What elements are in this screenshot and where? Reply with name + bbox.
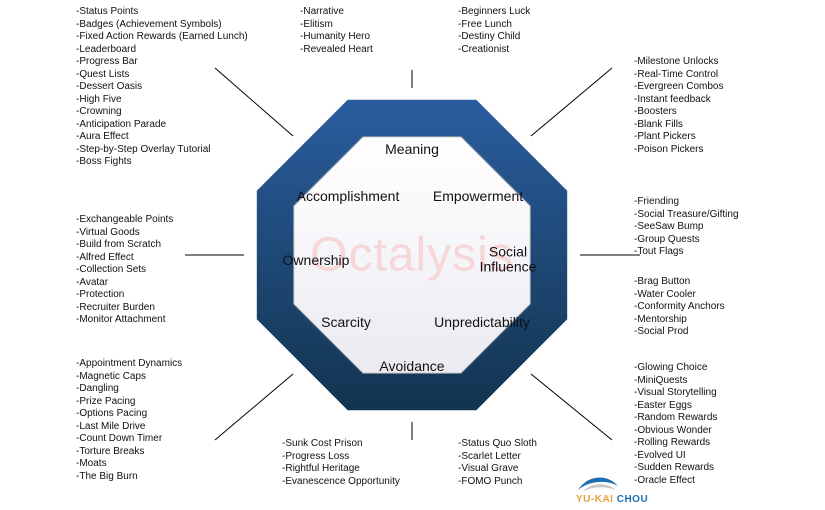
technique-item: Recruiter Burden — [76, 302, 173, 315]
technique-item: Water Cooler — [634, 289, 725, 302]
technique-item: Boss Fights — [76, 156, 248, 169]
technique-item: Dangling — [76, 383, 182, 396]
octalysis-diagram: Octalysis MeaningAccomplishmentEmpowerme… — [0, 0, 825, 510]
technique-item: Count Down Timer — [76, 433, 182, 446]
technique-item: Torture Breaks — [76, 446, 182, 459]
spoke-line — [215, 374, 293, 440]
technique-item: Leaderboard — [76, 44, 248, 57]
technique-item: Friending — [634, 196, 739, 209]
technique-list-avoidance_right: Status Quo SlothScarlet LetterVisual Gra… — [458, 438, 537, 488]
technique-list-empowerment_right: Milestone UnlocksReal-Time ControlEvergr… — [634, 56, 724, 156]
technique-item: Exchangeable Points — [76, 214, 173, 227]
technique-item: SeeSaw Bump — [634, 221, 739, 234]
logo-text: YU-KAI CHOU — [576, 494, 648, 505]
drive-label-unpredictability: Unpredictability — [434, 314, 530, 330]
technique-item: Status Points — [76, 6, 248, 19]
technique-item: High Five — [76, 94, 248, 107]
technique-list-social_b: Brag ButtonWater CoolerConformity Anchor… — [634, 276, 725, 339]
technique-list-unpredictability: Glowing ChoiceMiniQuestsVisual Storytell… — [634, 362, 717, 487]
technique-item: Visual Storytelling — [634, 387, 717, 400]
technique-item: Plant Pickers — [634, 131, 724, 144]
technique-item: Alfred Effect — [76, 252, 173, 265]
technique-item: Badges (Achievement Symbols) — [76, 19, 248, 32]
technique-list-meaning: NarrativeElitismHumanity HeroRevealed He… — [300, 6, 373, 56]
technique-item: Tout Flags — [634, 246, 739, 259]
drive-label-scarcity: Scarcity — [321, 314, 371, 330]
technique-item: Step-by-Step Overlay Tutorial — [76, 144, 248, 157]
yukaichou-logo: YU-KAI CHOU — [576, 472, 648, 505]
drive-label-avoidance: Avoidance — [379, 358, 444, 374]
technique-item: Fixed Action Rewards (Earned Lunch) — [76, 31, 248, 44]
technique-item: Status Quo Sloth — [458, 438, 537, 451]
technique-item: Collection Sets — [76, 264, 173, 277]
technique-item: Social Treasure/Gifting — [634, 209, 739, 222]
technique-item: Progress Bar — [76, 56, 248, 69]
technique-list-avoidance_left: Sunk Cost PrisonProgress LossRightful He… — [282, 438, 400, 488]
technique-item: Progress Loss — [282, 451, 400, 464]
technique-item: Random Rewards — [634, 412, 717, 425]
technique-list-scarcity: Appointment DynamicsMagnetic CapsDanglin… — [76, 358, 182, 483]
technique-item: Humanity Hero — [300, 31, 373, 44]
spoke-line — [531, 374, 612, 440]
technique-item: Milestone Unlocks — [634, 56, 724, 69]
drive-label-accomplishment: Accomplishment — [297, 188, 400, 204]
technique-item: Conformity Anchors — [634, 301, 725, 314]
technique-item: Evergreen Combos — [634, 81, 724, 94]
technique-item: Rightful Heritage — [282, 463, 400, 476]
drive-label-social_influence: SocialInfluence — [473, 245, 543, 276]
technique-item: Prize Pacing — [76, 396, 182, 409]
technique-item: Monitor Attachment — [76, 314, 173, 327]
technique-item: Evanescence Opportunity — [282, 476, 400, 489]
technique-item: Revealed Heart — [300, 44, 373, 57]
technique-item: Scarlet Letter — [458, 451, 537, 464]
technique-item: Poison Pickers — [634, 144, 724, 157]
technique-item: Appointment Dynamics — [76, 358, 182, 371]
technique-item: Group Quests — [634, 234, 739, 247]
technique-item: Visual Grave — [458, 463, 537, 476]
drive-label-empowerment: Empowerment — [433, 188, 523, 204]
technique-item: Virtual Goods — [76, 227, 173, 240]
technique-item: Magnetic Caps — [76, 371, 182, 384]
technique-list-ownership: Exchangeable PointsVirtual GoodsBuild fr… — [76, 214, 173, 327]
technique-item: Easter Eggs — [634, 400, 717, 413]
technique-item: Moats — [76, 458, 182, 471]
technique-item: Brag Button — [634, 276, 725, 289]
technique-item: Instant feedback — [634, 94, 724, 107]
technique-item: Evolved UI — [634, 450, 717, 463]
technique-item: Creationist — [458, 44, 530, 57]
technique-item: Narrative — [300, 6, 373, 19]
technique-item: Beginners Luck — [458, 6, 530, 19]
technique-item: Options Pacing — [76, 408, 182, 421]
technique-item: FOMO Punch — [458, 476, 537, 489]
technique-item: Obvious Wonder — [634, 425, 717, 438]
technique-item: Dessert Oasis — [76, 81, 248, 94]
technique-list-social_a: FriendingSocial Treasure/GiftingSeeSaw B… — [634, 196, 739, 259]
technique-item: Protection — [76, 289, 173, 302]
technique-item: Rolling Rewards — [634, 437, 717, 450]
technique-list-accomplishment: Status PointsBadges (Achievement Symbols… — [76, 6, 248, 169]
technique-item: Glowing Choice — [634, 362, 717, 375]
spoke-line — [531, 68, 612, 136]
drive-label-meaning: Meaning — [385, 141, 439, 157]
technique-item: Elitism — [300, 19, 373, 32]
technique-item: Mentorship — [634, 314, 725, 327]
technique-item: Build from Scratch — [76, 239, 173, 252]
technique-item: Destiny Child — [458, 31, 530, 44]
technique-item: Social Prod — [634, 326, 725, 339]
technique-item: Boosters — [634, 106, 724, 119]
technique-item: MiniQuests — [634, 375, 717, 388]
technique-item: Sunk Cost Prison — [282, 438, 400, 451]
drive-label-ownership: Ownership — [283, 252, 350, 268]
technique-item: Quest Lists — [76, 69, 248, 82]
technique-item: Blank Fills — [634, 119, 724, 132]
technique-item: Aura Effect — [76, 131, 248, 144]
technique-item: The Big Burn — [76, 471, 182, 484]
technique-item: Free Lunch — [458, 19, 530, 32]
technique-item: Real-Time Control — [634, 69, 724, 82]
technique-list-empowerment_top: Beginners LuckFree LunchDestiny ChildCre… — [458, 6, 530, 56]
technique-item: Last Mile Drive — [76, 421, 182, 434]
technique-item: Avatar — [76, 277, 173, 290]
technique-item: Anticipation Parade — [76, 119, 248, 132]
technique-item: Crowning — [76, 106, 248, 119]
